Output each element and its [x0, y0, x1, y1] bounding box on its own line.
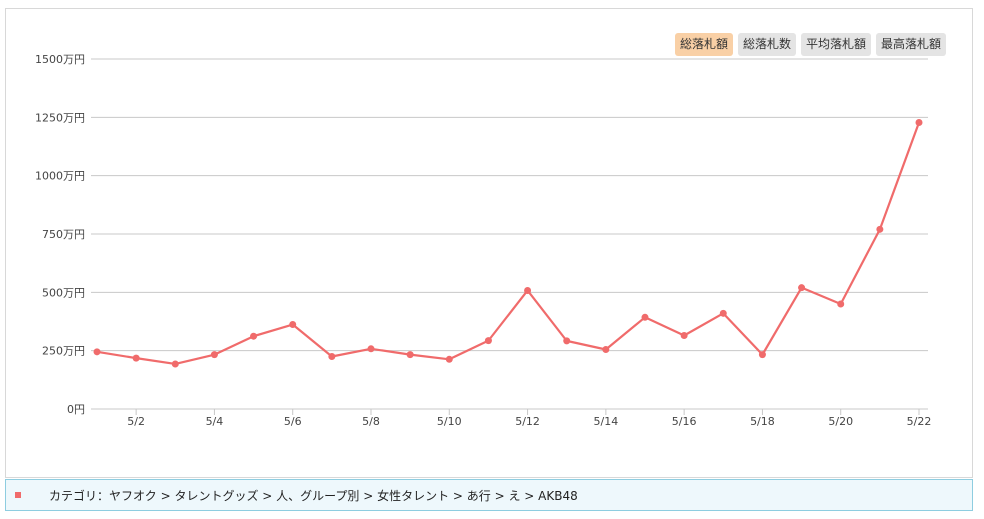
tab-total-count[interactable]: 総落札数: [737, 33, 796, 56]
line-chart: 0円 250万円 500万円 750万円 1000万円 1250万円 1500万円 5/2 5/…: [35, 53, 932, 428]
x-tick-label: 5/8: [362, 415, 380, 428]
data-point: [876, 225, 884, 233]
chart-panel: 総落札額 総落札数 平均落札額 最高落札額 0円 250万円 500万円 750万円 1…: [5, 8, 973, 478]
x-tick-label: 5/4: [206, 415, 224, 428]
x-tick-label: 5/10: [437, 415, 462, 428]
data-point: [758, 351, 766, 359]
data-point: [250, 332, 258, 340]
data-point: [719, 309, 727, 317]
data-point: [171, 360, 179, 368]
y-tick-label: 1500万円: [35, 53, 85, 66]
y-tick-label: 500万円: [42, 286, 85, 299]
y-tick-label: 1250万円: [35, 111, 85, 124]
x-tick-label: 5/20: [828, 415, 853, 428]
data-point: [798, 284, 806, 292]
y-tick-label: 250万円: [42, 345, 85, 358]
x-tick-label: 5/22: [907, 415, 932, 428]
y-tick-label: 1000万円: [35, 170, 85, 183]
series-line: [96, 122, 921, 366]
x-tick-label: 5/6: [284, 415, 302, 428]
y-tick-label: 0円: [67, 403, 85, 416]
tab-average-amount[interactable]: 平均落札額: [800, 33, 871, 56]
data-point: [445, 355, 453, 363]
y-tick-label: 750万円: [42, 228, 85, 241]
bullet-icon: [15, 492, 21, 498]
data-point: [563, 337, 571, 345]
category-breadcrumb: カテゴリ：ヤフオク > タレントグッズ > 人、グループ別 > 女性タレント >…: [5, 479, 973, 511]
x-tick-label: 5/12: [515, 415, 540, 428]
data-point: [641, 313, 649, 321]
data-point: [680, 332, 688, 339]
x-tick-label: 5/18: [750, 415, 775, 428]
data-point: [406, 351, 414, 359]
data-point: [93, 348, 101, 356]
x-tick-label: 5/2: [127, 415, 145, 428]
data-point: [524, 286, 532, 294]
data-point: [328, 353, 336, 360]
tab-max-amount[interactable]: 最高落札額: [875, 33, 946, 56]
data-point: [602, 346, 610, 353]
tab-total-amount[interactable]: 総落札額: [674, 33, 733, 56]
breadcrumb-text: カテゴリ：ヤフオク > タレントグッズ > 人、グループ別 > 女性タレント >…: [49, 488, 578, 503]
x-tick-label: 5/16: [672, 415, 697, 428]
data-point: [289, 321, 297, 329]
data-point: [484, 337, 492, 345]
data-point: [837, 300, 845, 308]
metric-tabs: 総落札額 総落札数 平均落札額 最高落札額: [674, 33, 946, 56]
data-point: [210, 351, 218, 359]
data-point: [367, 345, 375, 353]
x-tick-label: 5/14: [594, 415, 619, 428]
data-point: [132, 354, 140, 362]
data-point: [915, 118, 923, 126]
